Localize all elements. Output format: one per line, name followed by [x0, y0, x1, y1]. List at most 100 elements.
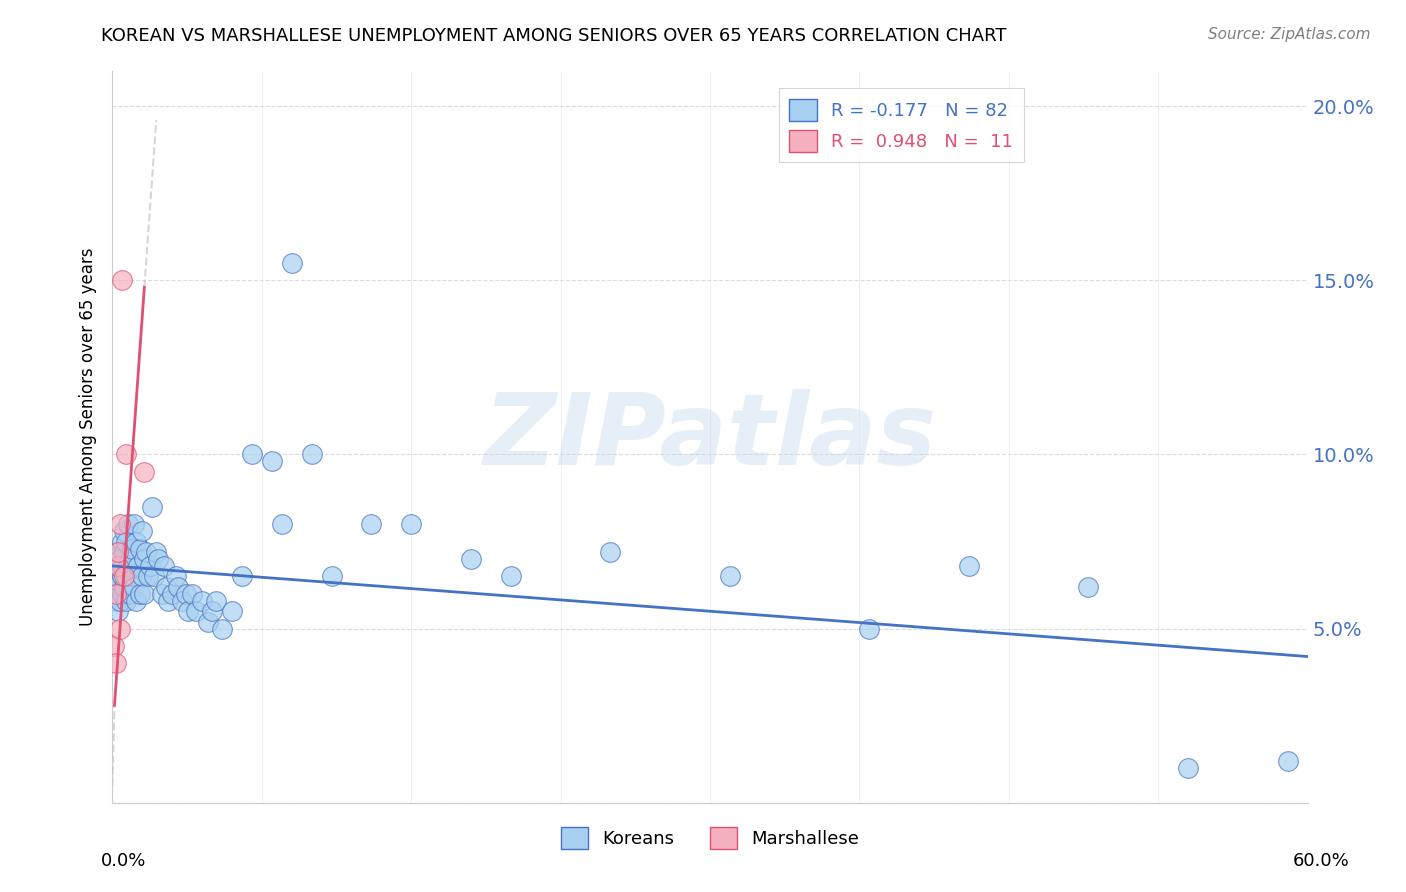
Point	[129, 541, 152, 556]
Point	[125, 594, 148, 608]
Point	[599, 545, 621, 559]
Point	[181, 587, 204, 601]
Point	[103, 639, 125, 653]
Point	[105, 587, 128, 601]
Point	[111, 587, 134, 601]
Text: 0.0%: 0.0%	[101, 852, 146, 870]
Point	[105, 569, 128, 583]
Point	[231, 569, 253, 583]
Text: Source: ZipAtlas.com: Source: ZipAtlas.com	[1208, 27, 1371, 42]
Point	[141, 500, 163, 514]
Point	[197, 615, 219, 629]
Point	[110, 552, 132, 566]
Point	[191, 594, 214, 608]
Point	[107, 558, 129, 573]
Point	[134, 552, 156, 566]
Point	[121, 541, 143, 556]
Point	[281, 256, 304, 270]
Point	[718, 569, 741, 583]
Point	[157, 594, 180, 608]
Point	[401, 517, 423, 532]
Point	[211, 622, 233, 636]
Point	[110, 594, 132, 608]
Point	[499, 569, 522, 583]
Point	[134, 465, 156, 479]
Text: KOREAN VS MARSHALLESE UNEMPLOYMENT AMONG SENIORS OVER 65 YEARS CORRELATION CHART: KOREAN VS MARSHALLESE UNEMPLOYMENT AMONG…	[101, 27, 1007, 45]
Point	[114, 580, 135, 594]
Point	[131, 569, 153, 583]
Point	[127, 558, 149, 573]
Point	[153, 558, 176, 573]
Point	[167, 580, 190, 594]
Point	[201, 604, 224, 618]
Point	[115, 569, 138, 583]
Point	[107, 558, 129, 573]
Point	[138, 569, 160, 583]
Point	[260, 454, 283, 468]
Point	[134, 587, 156, 601]
Point	[105, 552, 128, 566]
Point	[177, 604, 200, 618]
Point	[110, 517, 132, 532]
Point	[111, 534, 134, 549]
Point	[117, 558, 139, 573]
Point	[1277, 754, 1299, 768]
Point	[155, 580, 177, 594]
Point	[1177, 761, 1199, 775]
Point	[301, 448, 323, 462]
Point	[150, 587, 173, 601]
Point	[1077, 580, 1099, 594]
Point	[321, 569, 343, 583]
Point	[858, 622, 880, 636]
Point	[114, 545, 135, 559]
Point	[125, 534, 148, 549]
Point	[148, 552, 170, 566]
Point	[107, 545, 129, 559]
Point	[162, 587, 183, 601]
Point	[172, 594, 194, 608]
Point	[111, 273, 134, 287]
Y-axis label: Unemployment Among Seniors over 65 years: Unemployment Among Seniors over 65 years	[79, 248, 97, 626]
Point	[115, 594, 138, 608]
Point	[221, 604, 243, 618]
Text: ZIPatlas: ZIPatlas	[484, 389, 936, 485]
Point	[165, 569, 187, 583]
Point	[186, 604, 208, 618]
Point	[129, 587, 152, 601]
Text: 60.0%: 60.0%	[1294, 852, 1350, 870]
Point	[121, 569, 143, 583]
Point	[107, 587, 129, 601]
Point	[135, 545, 157, 559]
Point	[105, 594, 128, 608]
Legend: Koreans, Marshallese: Koreans, Marshallese	[554, 820, 866, 856]
Point	[143, 569, 166, 583]
Point	[270, 517, 292, 532]
Point	[114, 569, 135, 583]
Point	[117, 517, 139, 532]
Point	[110, 622, 132, 636]
Point	[103, 587, 125, 601]
Point	[131, 524, 153, 538]
Point	[111, 569, 134, 583]
Point	[360, 517, 382, 532]
Point	[110, 576, 132, 591]
Point	[139, 558, 162, 573]
Point	[957, 558, 980, 573]
Point	[107, 545, 129, 559]
Point	[120, 587, 142, 601]
Point	[115, 448, 138, 462]
Point	[240, 448, 263, 462]
Point	[120, 552, 142, 566]
Point	[205, 594, 228, 608]
Point	[107, 604, 129, 618]
Point	[145, 545, 167, 559]
Point	[111, 558, 134, 573]
Point	[115, 534, 138, 549]
Point	[174, 587, 197, 601]
Point	[124, 517, 146, 532]
Point	[105, 657, 128, 671]
Point	[460, 552, 482, 566]
Point	[103, 569, 125, 583]
Point	[124, 580, 146, 594]
Point	[114, 524, 135, 538]
